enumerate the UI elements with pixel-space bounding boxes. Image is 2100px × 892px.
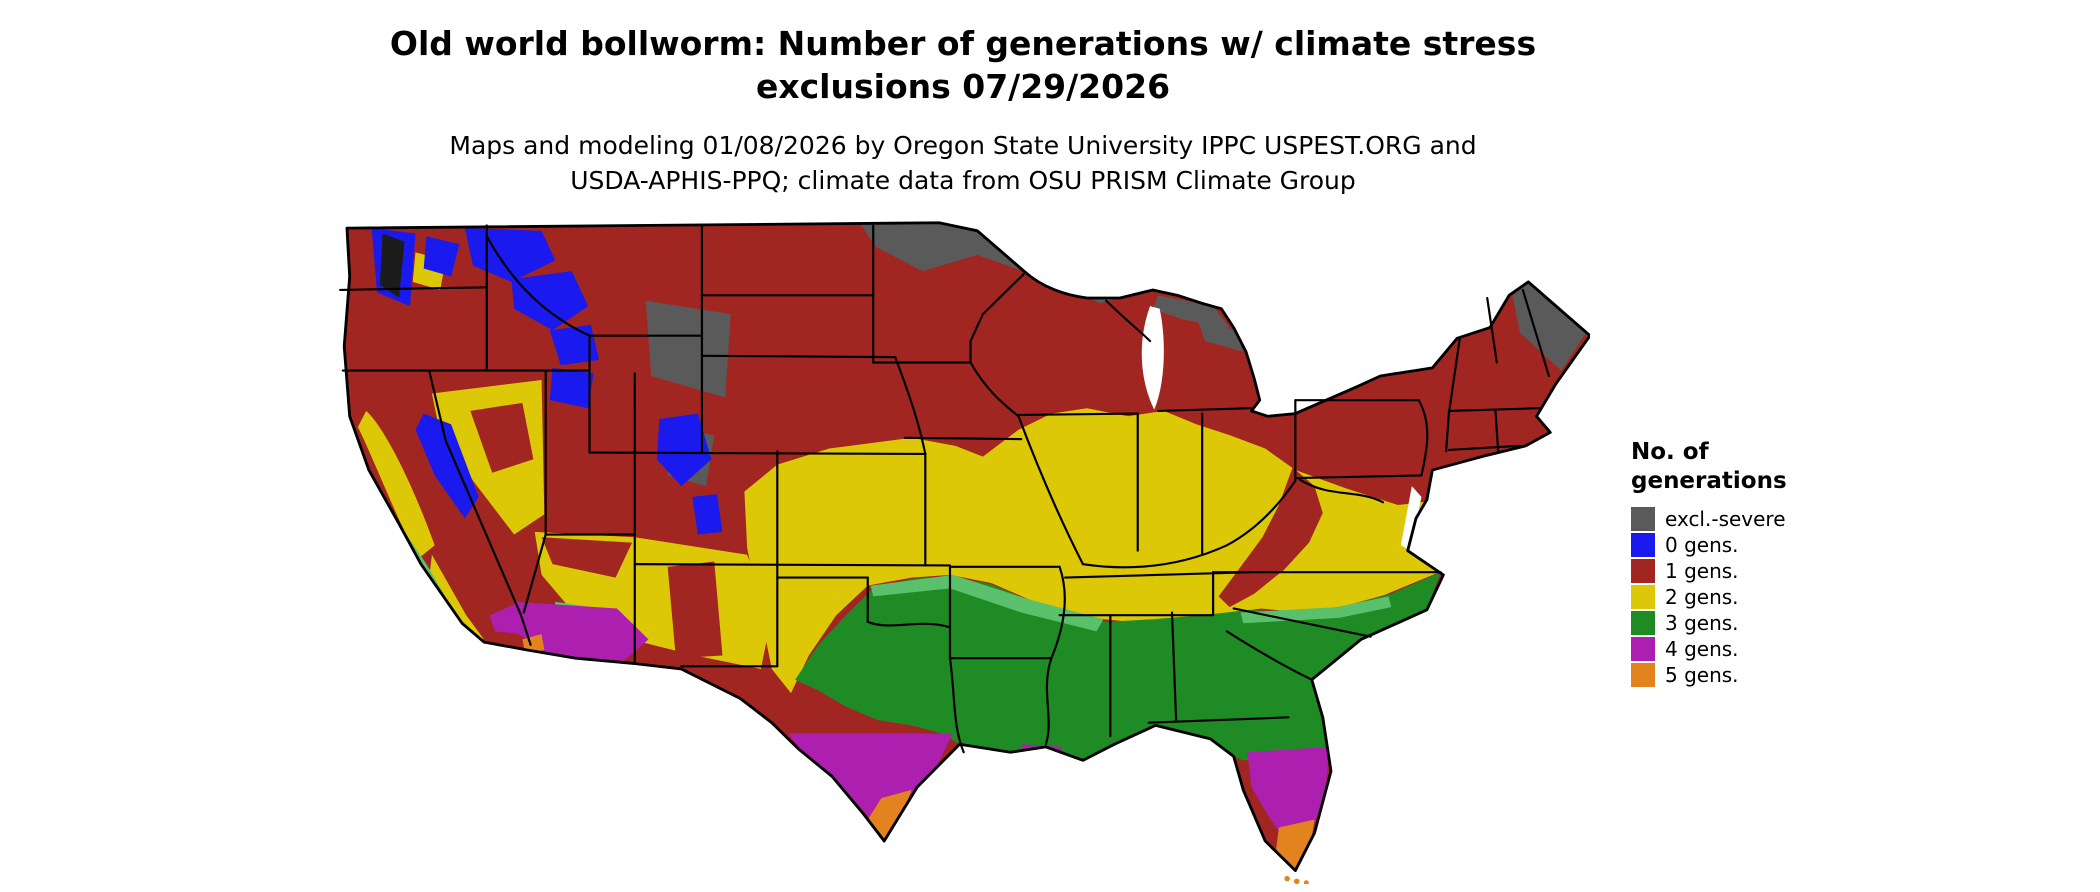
legend-swatch-5-gens [1631, 663, 1655, 687]
legend-item-5-gens: 5 gens. [1631, 662, 1931, 688]
legend-label: 5 gens. [1665, 663, 1739, 687]
legend-item-excl-severe: excl.-severe [1631, 506, 1931, 532]
florida-keys [1284, 875, 1309, 884]
legend-label: 3 gens. [1665, 611, 1739, 635]
us-map-svg [339, 221, 1590, 884]
legend-swatch-excl-severe [1631, 507, 1655, 531]
state-borders [339, 224, 1550, 754]
legend: No. of generations excl.-severe 0 gens. … [1631, 438, 1931, 688]
legend-item-3-gens: 3 gens. [1631, 610, 1931, 636]
legend-swatch-3-gens [1631, 611, 1655, 635]
us-generations-map [336, 212, 1590, 884]
legend-label: 4 gens. [1665, 637, 1739, 661]
legend-label: 2 gens. [1665, 585, 1739, 609]
legend-title: No. of generations [1631, 438, 1931, 496]
legend-swatch-0-gens [1631, 533, 1655, 557]
legend-item-2-gens: 2 gens. [1631, 584, 1931, 610]
legend-title-line-1: No. of [1631, 439, 1709, 465]
zone-4-gens [489, 601, 1330, 855]
legend-item-1-gens: 1 gens. [1631, 558, 1931, 584]
subtitle: Maps and modeling 01/08/2026 by Oregon S… [186, 128, 1740, 198]
subtitle-line-1: Maps and modeling 01/08/2026 by Oregon S… [449, 131, 1477, 160]
legend-item-0-gens: 0 gens. [1631, 532, 1931, 558]
legend-swatch-2-gens [1631, 585, 1655, 609]
subtitle-line-2: USDA-APHIS-PPQ; climate data from OSU PR… [570, 166, 1356, 195]
legend-label: excl.-severe [1665, 507, 1786, 531]
legend-swatch-1-gens [1631, 559, 1655, 583]
legend-title-line-2: generations [1631, 468, 1787, 494]
title-line-2: exclusions 07/29/2026 [755, 67, 1171, 106]
chesapeake-bay [1400, 486, 1422, 551]
lake-michigan [1141, 306, 1164, 410]
zone-severe-dark [379, 233, 405, 299]
legend-items: excl.-severe 0 gens. 1 gens. 2 gens. 3 g… [1631, 506, 1931, 688]
water-bodies [1141, 306, 1422, 551]
legend-label: 0 gens. [1665, 533, 1739, 557]
legend-item-4-gens: 4 gens. [1631, 636, 1931, 662]
us-outline [342, 221, 1590, 872]
legend-swatch-4-gens [1631, 637, 1655, 661]
legend-label: 1 gens. [1665, 559, 1739, 583]
title-line-1: Old world bollworm: Number of generation… [389, 24, 1537, 63]
page-title: Old world bollworm: Number of generation… [186, 22, 1740, 108]
